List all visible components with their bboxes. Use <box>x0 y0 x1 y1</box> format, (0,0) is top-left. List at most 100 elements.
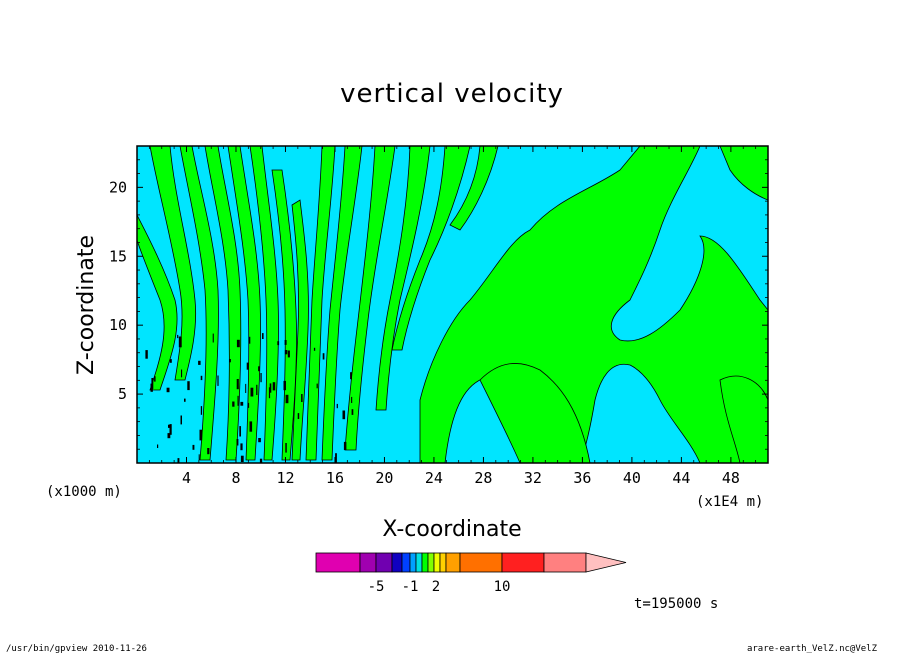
speckle-mark <box>297 413 300 419</box>
speckle-mark <box>229 359 231 363</box>
speckle-mark <box>246 362 249 370</box>
colorbar-labels: -5 -1 2 10 <box>368 579 511 595</box>
speckle-mark <box>240 455 244 462</box>
strong-updraft-speckles <box>145 333 354 463</box>
speckle-mark <box>351 409 354 415</box>
speckle-mark <box>236 339 240 348</box>
band-11 <box>344 146 396 451</box>
footer-right: arare-earth_VelZ.nc@VelZ <box>747 644 878 654</box>
speckle-mark <box>178 336 182 348</box>
band-2 <box>149 146 196 381</box>
speckle-mark <box>285 443 287 453</box>
speckle-mark <box>200 375 203 381</box>
speckle-mark <box>272 382 276 391</box>
colorbar-label: 2 <box>432 579 440 595</box>
speckle-mark <box>245 383 247 393</box>
band-3 <box>179 146 219 461</box>
y-axis: 5 10 15 20 <box>109 159 768 450</box>
speckle-mark <box>336 403 338 409</box>
speckle-mark <box>207 448 210 455</box>
plot-area <box>137 146 768 463</box>
x-unit-left: (x1000 m) <box>46 484 122 500</box>
speckle-mark <box>284 340 287 345</box>
speckle-mark <box>277 341 280 346</box>
speckle-mark <box>168 424 171 428</box>
colorbar-label: -5 <box>368 579 385 595</box>
speckle-mark <box>181 369 183 378</box>
colorbar-segment <box>375 552 393 573</box>
footer-left: /usr/bin/gpview 2010-11-26 <box>6 644 147 654</box>
colorbar <box>315 552 627 573</box>
x-tick-label: 44 <box>672 469 690 487</box>
y-tick-label: 10 <box>109 316 127 334</box>
band-10 <box>321 146 363 461</box>
speckle-mark <box>258 366 260 372</box>
speckle-mark <box>236 439 239 446</box>
speckle-mark <box>301 394 303 402</box>
speckle-mark <box>154 376 156 382</box>
band-12 <box>375 146 431 411</box>
speckle-mark <box>166 387 170 393</box>
speckle-mark <box>351 396 353 403</box>
speckle-mark <box>335 453 337 463</box>
y-tick-label: 15 <box>109 247 127 265</box>
band-6 <box>249 146 279 461</box>
speckle-mark <box>322 353 325 360</box>
positive-regions <box>137 146 768 463</box>
speckle-mark <box>237 395 239 406</box>
x-tick-label: 20 <box>375 469 393 487</box>
speckle-mark <box>287 350 290 358</box>
speckle-mark <box>169 359 172 363</box>
speckle-mark <box>177 334 179 339</box>
colorbar-arrow <box>585 552 627 573</box>
speckle-mark <box>342 410 346 420</box>
x-axis: 4 8 12 16 20 24 28 32 36 40 44 48 <box>148 146 757 487</box>
colorbar-segment <box>543 552 587 573</box>
band-1 <box>137 214 178 391</box>
band-5 <box>227 146 261 461</box>
colorbar-segment <box>391 552 403 573</box>
colorbar-segment <box>315 552 361 573</box>
speckle-mark <box>260 373 262 383</box>
speckle-mark <box>248 336 251 344</box>
speckle-mark <box>212 333 214 343</box>
speckle-mark <box>151 378 154 389</box>
colorbar-segment <box>433 552 441 573</box>
colorbar-segment <box>409 552 417 573</box>
speckle-mark <box>240 401 244 406</box>
speckle-mark <box>268 387 271 399</box>
colorbar-segment <box>445 552 461 573</box>
speckle-mark <box>187 381 190 391</box>
speckle-mark <box>249 421 253 432</box>
colorbar-segment <box>401 552 411 573</box>
speckle-mark <box>199 429 203 441</box>
speckle-mark <box>240 443 243 451</box>
speckle-mark <box>184 398 186 402</box>
plot-frame <box>136 145 769 464</box>
speckle-mark <box>157 444 159 448</box>
colorbar-segment <box>501 552 545 573</box>
colorbar-segment <box>439 552 447 573</box>
speckle-mark <box>256 384 258 395</box>
band-9 <box>305 146 336 461</box>
speckle-mark <box>258 438 261 443</box>
speckle-mark <box>198 454 200 461</box>
x-tick-label: 24 <box>425 469 443 487</box>
speckle-mark <box>284 350 288 355</box>
x-tick-label: 48 <box>722 469 740 487</box>
speckle-mark <box>269 383 272 393</box>
time-annotation: t=195000 s <box>634 596 718 612</box>
colorbar-segment <box>421 552 429 573</box>
x-tick-label: 32 <box>524 469 542 487</box>
band-13 <box>391 146 471 351</box>
x-unit-right: (x1E4 m) <box>696 494 763 510</box>
speckle-mark <box>177 458 180 463</box>
speckle-mark <box>200 406 203 415</box>
x-tick-label: 4 <box>182 469 191 487</box>
colorbar-label: 10 <box>494 579 511 595</box>
region-lower-mid <box>479 363 591 463</box>
x-axis-label: X-coordinate <box>382 517 521 542</box>
band-7 <box>271 169 297 461</box>
chart-title: vertical velocity <box>340 79 564 109</box>
